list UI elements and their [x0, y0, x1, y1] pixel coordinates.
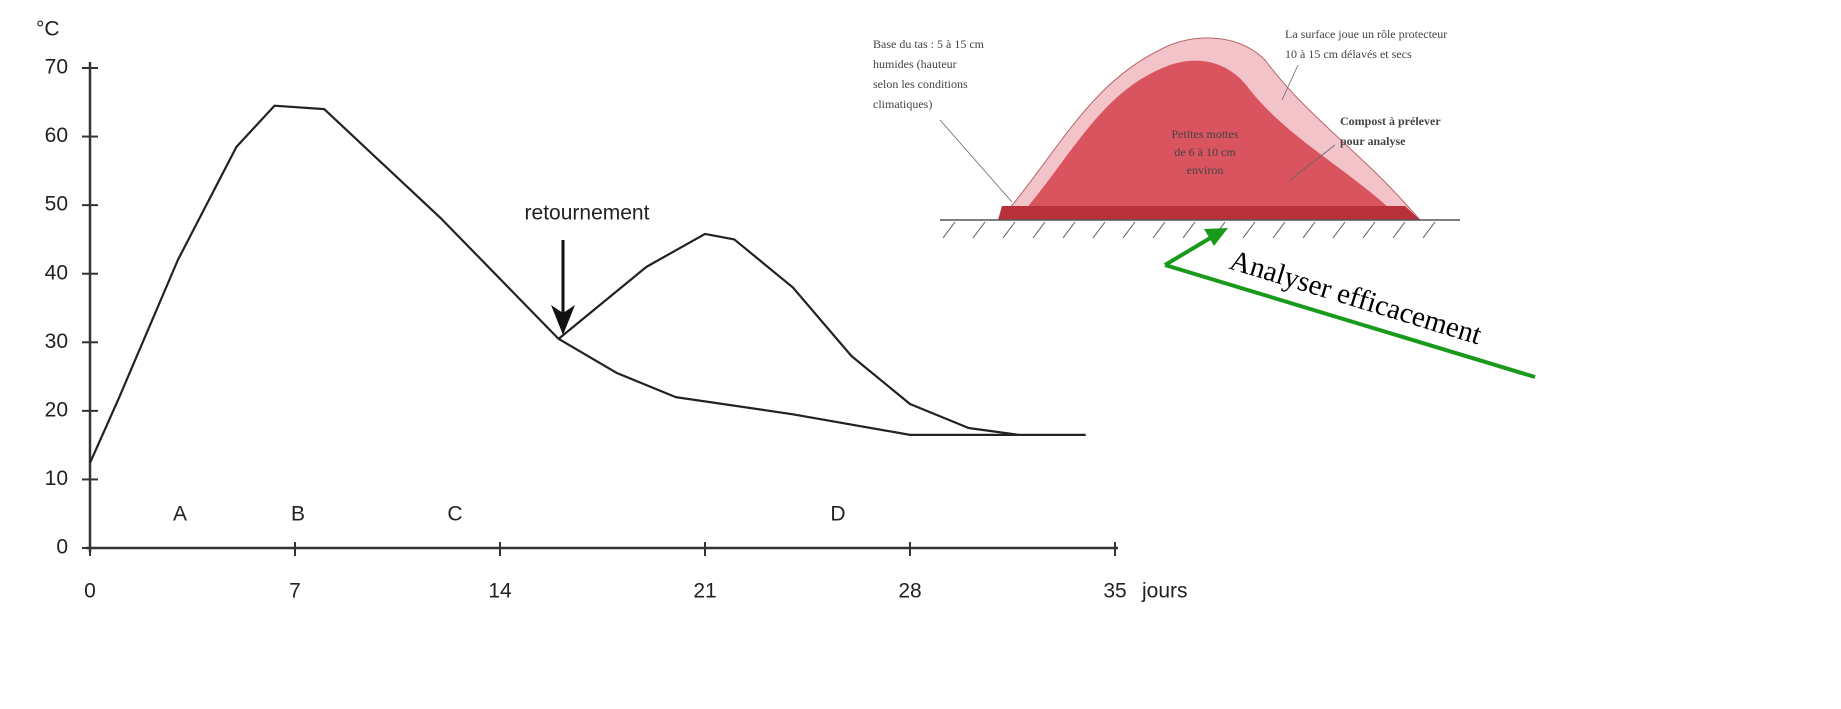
- series-line: [559, 234, 1019, 435]
- phase-label: A: [173, 503, 187, 526]
- callout-arrowhead: [1204, 228, 1228, 246]
- x-axis-label: jours: [1141, 580, 1188, 603]
- diagram-label: Base du tas : 5 à 15 cm: [873, 37, 985, 51]
- series-line: [90, 106, 1086, 463]
- callout-text: Analyser efficacement: [1226, 244, 1485, 351]
- y-tick-label: 50: [45, 193, 68, 216]
- pile-base: [998, 206, 1420, 220]
- callout-arrow: [1165, 237, 1212, 265]
- x-tick-label: 28: [898, 580, 921, 603]
- diagram-label: La surface joue un rôle protecteur: [1285, 27, 1447, 41]
- x-tick-label: 0: [84, 580, 96, 603]
- diagram-label: selon les conditions: [873, 77, 968, 91]
- y-tick-label: 70: [45, 56, 68, 79]
- y-tick-label: 40: [45, 261, 68, 284]
- page: °C jours retournement Analyser efficacem…: [0, 0, 1841, 709]
- diagram-label: humides (hauteur: [873, 57, 957, 71]
- leader: [940, 120, 1012, 202]
- y-tick-label: 60: [45, 124, 68, 147]
- y-tick-label: 10: [45, 467, 68, 490]
- diagram-label: de 6 à 10 cm: [1174, 145, 1236, 159]
- x-tick-label: 7: [289, 580, 301, 603]
- annotation: retournement: [525, 202, 650, 225]
- diagram-label: climatiques): [873, 97, 932, 111]
- y-tick-label: 0: [56, 536, 68, 559]
- y-axis-label: °C: [36, 18, 60, 41]
- x-tick-label: 21: [693, 580, 716, 603]
- diagram-label: Compost à prélever: [1340, 114, 1441, 128]
- diagram-label: 10 à 15 cm délavés et secs: [1285, 47, 1412, 61]
- diagram-label: pour analyse: [1340, 134, 1406, 148]
- x-tick-label: 14: [488, 580, 512, 603]
- diagram-label: environ: [1187, 163, 1224, 177]
- phase-label: B: [291, 503, 305, 526]
- y-tick-label: 30: [45, 330, 68, 353]
- phase-label: D: [830, 503, 845, 526]
- phase-label: C: [447, 503, 462, 526]
- diagram-label: Petites mottes: [1172, 127, 1239, 141]
- ground-hatch: [943, 222, 1435, 238]
- y-tick-label: 20: [45, 398, 68, 421]
- x-tick-label: 35: [1103, 580, 1126, 603]
